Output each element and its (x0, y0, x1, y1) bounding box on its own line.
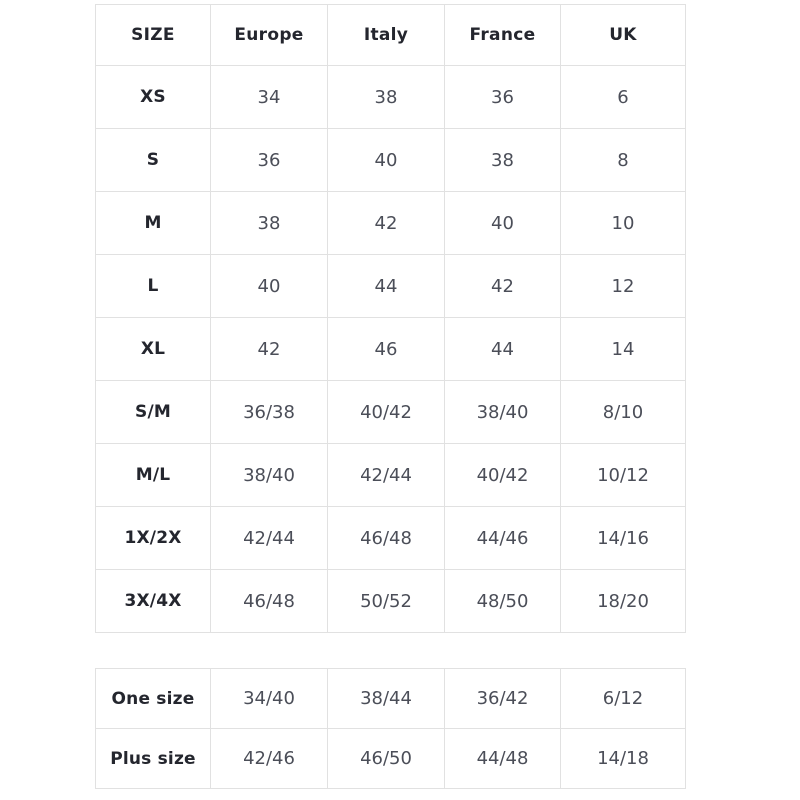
table-row-l: L 40 44 42 12 (95, 254, 686, 318)
table-row-xl: XL 42 46 44 14 (95, 317, 686, 381)
table-row-sm: S/M 36/38 40/42 38/40 8/10 (95, 380, 686, 444)
cell-france: 44/48 (444, 728, 561, 789)
table-row-plus-size: Plus size 42/46 46/50 44/48 14/18 (95, 728, 686, 789)
cell-italy: 38/44 (327, 668, 445, 729)
cell-europe: 42/46 (210, 728, 328, 789)
table-row-1x2x: 1X/2X 42/44 46/48 44/46 14/16 (95, 506, 686, 570)
cell-uk: 8/10 (560, 380, 686, 444)
table-row-3x4x: 3X/4X 46/48 50/52 48/50 18/20 (95, 569, 686, 633)
column-header-europe: Europe (210, 4, 328, 66)
cell-france: 42 (444, 254, 561, 318)
cell-europe: 34/40 (210, 668, 328, 729)
cell-europe: 36/38 (210, 380, 328, 444)
cell-europe: 46/48 (210, 569, 328, 633)
cell-italy: 46/50 (327, 728, 445, 789)
cell-france: 40 (444, 191, 561, 255)
cell-europe: 38/40 (210, 443, 328, 507)
cell-italy: 46 (327, 317, 445, 381)
cell-france: 48/50 (444, 569, 561, 633)
column-header-size: SIZE (95, 4, 211, 66)
cell-france: 40/42 (444, 443, 561, 507)
row-label: S (95, 128, 211, 192)
table-row-xs: XS 34 38 36 6 (95, 65, 686, 129)
cell-europe: 40 (210, 254, 328, 318)
cell-france: 36 (444, 65, 561, 129)
cell-italy: 42/44 (327, 443, 445, 507)
row-label: 1X/2X (95, 506, 211, 570)
cell-uk: 14 (560, 317, 686, 381)
cell-italy: 50/52 (327, 569, 445, 633)
column-header-italy: Italy (327, 4, 445, 66)
cell-uk: 6 (560, 65, 686, 129)
table-row-ml: M/L 38/40 42/44 40/42 10/12 (95, 443, 686, 507)
cell-uk: 18/20 (560, 569, 686, 633)
cell-uk: 14/18 (560, 728, 686, 789)
cell-uk: 8 (560, 128, 686, 192)
table-row-one-size: One size 34/40 38/44 36/42 6/12 (95, 668, 686, 729)
cell-uk: 6/12 (560, 668, 686, 729)
table-row-s: S 36 40 38 8 (95, 128, 686, 192)
cell-europe: 42/44 (210, 506, 328, 570)
special-sizes-table: One size 34/40 38/44 36/42 6/12 Plus siz… (95, 668, 686, 789)
cell-france: 38/40 (444, 380, 561, 444)
row-label: S/M (95, 380, 211, 444)
cell-europe: 34 (210, 65, 328, 129)
cell-italy: 40/42 (327, 380, 445, 444)
row-label: XL (95, 317, 211, 381)
cell-uk: 14/16 (560, 506, 686, 570)
cell-france: 44 (444, 317, 561, 381)
cell-italy: 44 (327, 254, 445, 318)
cell-italy: 46/48 (327, 506, 445, 570)
cell-france: 36/42 (444, 668, 561, 729)
header-row: SIZE Europe Italy France UK (95, 4, 686, 66)
cell-france: 44/46 (444, 506, 561, 570)
row-label: M/L (95, 443, 211, 507)
cell-europe: 38 (210, 191, 328, 255)
cell-italy: 38 (327, 65, 445, 129)
row-label: XS (95, 65, 211, 129)
row-label: One size (95, 668, 211, 729)
cell-italy: 42 (327, 191, 445, 255)
column-header-uk: UK (560, 4, 686, 66)
cell-uk: 12 (560, 254, 686, 318)
row-label: Plus size (95, 728, 211, 789)
cell-uk: 10/12 (560, 443, 686, 507)
row-label: 3X/4X (95, 569, 211, 633)
cell-europe: 36 (210, 128, 328, 192)
cell-italy: 40 (327, 128, 445, 192)
table-row-m: M 38 42 40 10 (95, 191, 686, 255)
cell-europe: 42 (210, 317, 328, 381)
cell-uk: 10 (560, 191, 686, 255)
row-label: M (95, 191, 211, 255)
row-label: L (95, 254, 211, 318)
column-header-france: France (444, 4, 561, 66)
cell-france: 38 (444, 128, 561, 192)
size-conversion-table: SIZE Europe Italy France UK XS 34 38 36 … (95, 4, 686, 633)
